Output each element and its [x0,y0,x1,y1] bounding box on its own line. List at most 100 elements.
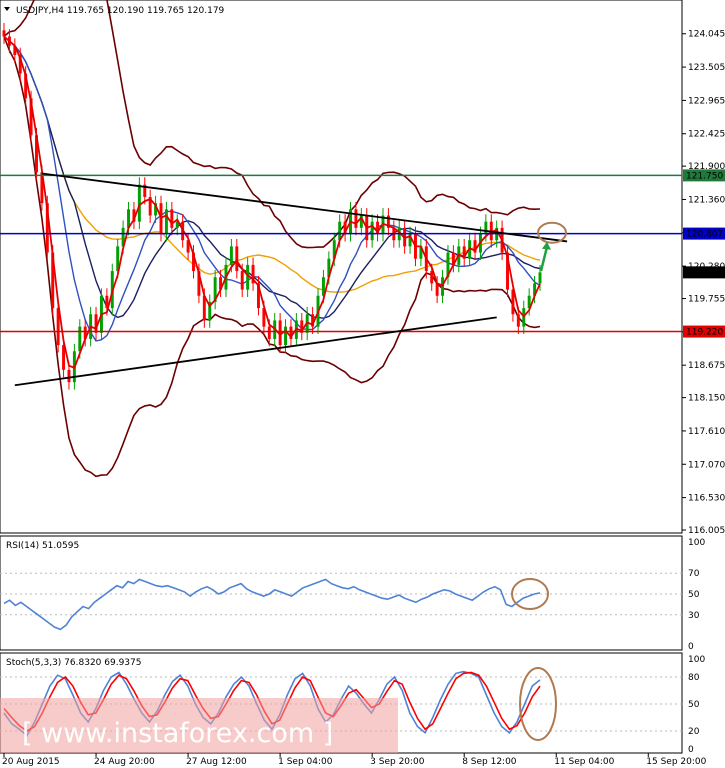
level-label-box [683,325,725,338]
candle-body [354,209,358,228]
annotation-arrow [539,246,549,272]
y-tick-label: 116.530 [688,494,725,504]
x-tick-label: 20 Aug 2015 [2,757,60,767]
candle-body [121,227,125,247]
y-tick-label: 124.045 [688,30,725,40]
candle-body [511,289,515,315]
trendline [14,316,497,387]
candle-body [386,215,390,228]
candle-body [13,45,17,56]
y-tick-label: 119.755 [688,295,725,305]
candle-body [18,55,22,74]
y-tick-label: 117.610 [688,427,725,437]
y-tick-label: 116.005 [688,526,725,536]
main-panel [0,0,683,534]
current-price-box [683,266,725,279]
stoch-tick-label: 0 [688,745,694,755]
y-tick-label: 118.150 [688,394,725,404]
candle-body [105,295,109,309]
candle-body [451,252,455,265]
bollinger-upper [3,0,541,249]
candle-body [278,320,282,346]
level-label-box [683,169,725,182]
candle-body [376,221,380,235]
x-tick-label: 1 Sep 04:00 [278,757,333,767]
candle-body [408,234,412,247]
candle-body [235,246,239,272]
watermark-band [0,698,398,753]
candle-body [197,271,201,296]
candle-body [311,314,315,327]
candle-body [321,277,325,296]
candle-body [83,326,87,339]
ma-blue [3,35,541,342]
x-tick-label: 11 Sep 04:00 [554,757,614,767]
candle-body [419,246,423,259]
y-tick-label: 117.070 [688,460,725,470]
candle-body [164,209,168,235]
stoch-annotation-circle [519,667,557,741]
candle-body [170,209,174,228]
candle-body [132,209,136,222]
bollinger-lower [3,36,541,478]
candle-body [435,283,439,296]
y-tick-label: 122.425 [688,130,725,140]
candle-body [45,203,49,253]
rsi-tick-label: 30 [688,611,700,621]
rsi-tick-label: 50 [688,590,700,600]
watermark-text: [ www.instaforex.com ] [22,718,333,749]
candle-body [143,184,147,197]
candle-body [300,320,304,333]
candle-body [202,295,206,321]
candle-body [527,295,531,309]
candle-body [359,215,363,228]
y-tick-label: 123.505 [688,63,725,73]
candle-body [240,271,244,290]
candle-body [229,246,233,265]
candle-body [284,326,288,346]
level-label: 121.750 [686,171,723,181]
x-tick-label: 8 Sep 12:00 [462,757,517,767]
candle-body [370,221,374,241]
y-tick-label: 122.965 [688,96,725,106]
candle-body [213,277,217,302]
candle-body [219,277,223,290]
dropdown-icon[interactable] [4,7,10,11]
stoch-tick-label: 80 [688,673,700,683]
candle-body [267,326,271,339]
candle-body [251,264,255,284]
rsi-annotation-circle [511,578,549,610]
candle-body [484,221,488,235]
candle-body [327,258,331,278]
rsi-panel [0,535,683,651]
candle-body [533,283,537,296]
candle-body [175,221,179,228]
candle-body [94,314,98,333]
candle-body [40,172,44,204]
candle-body [159,203,163,235]
candle-body [332,240,336,259]
candle-body [62,345,66,370]
candle-body [246,264,250,290]
x-tick-label: 3 Sep 20:00 [370,757,425,767]
candle-body [256,283,260,309]
candle-body [462,246,466,259]
candle-body [262,308,266,327]
candle-body [516,314,520,327]
trendline [41,172,568,243]
y-tick-label: 118.675 [688,361,725,371]
stoch-tick-label: 100 [688,655,705,665]
candle-body [289,326,293,339]
candle-body [127,209,130,228]
stoch-tick-label: 20 [688,727,700,737]
candle-body [148,196,152,216]
ma-orange [3,35,541,293]
rsi-header: RSI(14) 51.0595 [6,541,79,551]
candle-body [446,252,450,278]
rsi-tick-label: 70 [688,569,700,579]
candle-body [441,277,445,296]
level-label-box [683,227,725,240]
candle-body [343,221,347,235]
level-label: 119.220 [686,328,723,338]
